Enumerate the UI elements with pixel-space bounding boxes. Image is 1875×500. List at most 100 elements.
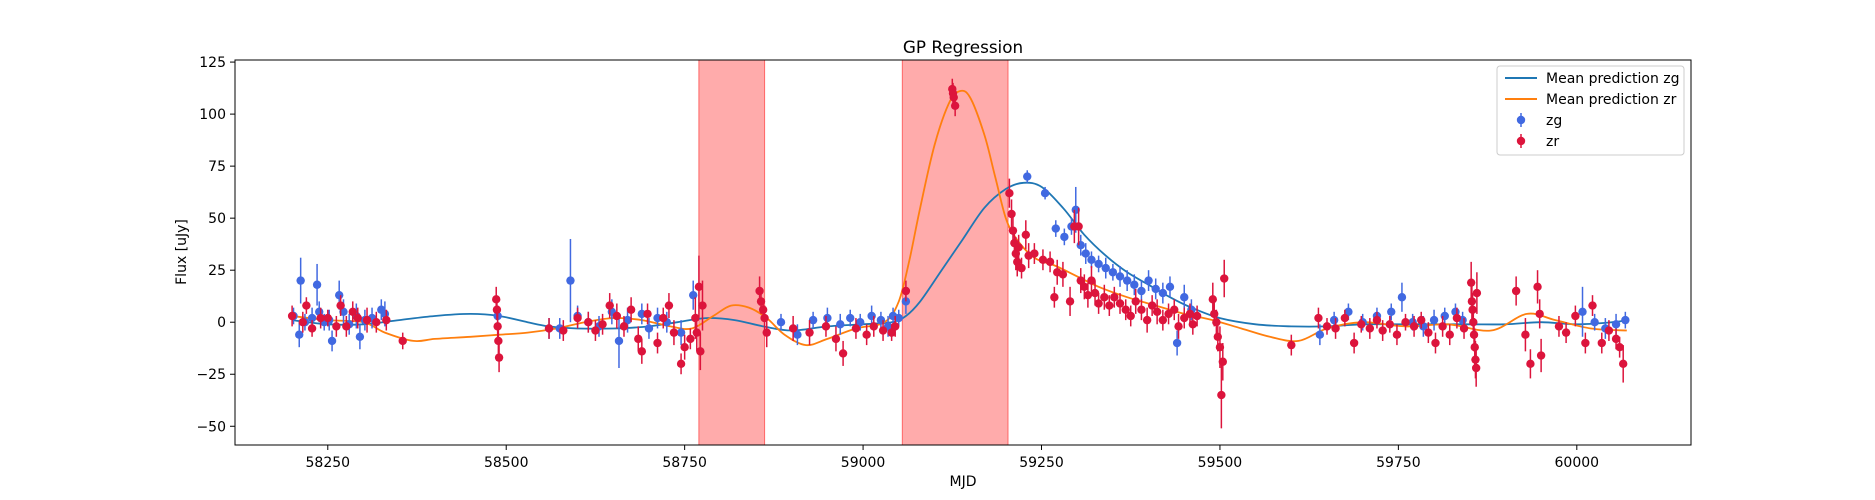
y-tick-label: 50 bbox=[208, 211, 226, 227]
data-point-zr bbox=[1215, 342, 1225, 352]
data-point-zr bbox=[831, 334, 841, 344]
data-point-zr bbox=[1210, 309, 1219, 319]
data-point-zr bbox=[950, 101, 960, 110]
data-point-zr bbox=[1409, 322, 1419, 331]
legend-swatch-zr-marker bbox=[1516, 136, 1526, 146]
y-tick-label: −25 bbox=[196, 367, 226, 383]
data-point-zg bbox=[689, 290, 698, 300]
data-point-zr bbox=[862, 330, 871, 339]
data-point-zg bbox=[1115, 272, 1125, 281]
data-point-zr bbox=[307, 324, 317, 333]
data-point-zg bbox=[327, 336, 337, 346]
data-point-zr bbox=[494, 353, 504, 362]
data-point-zr bbox=[1466, 278, 1476, 287]
data-point-zr bbox=[1581, 338, 1590, 348]
data-point-zr bbox=[1588, 301, 1597, 310]
data-point-zr bbox=[1431, 338, 1440, 348]
data-point-zr bbox=[605, 301, 614, 310]
data-point-zg bbox=[676, 328, 686, 337]
data-point-zg bbox=[1108, 268, 1118, 277]
data-point-zr bbox=[544, 324, 554, 333]
data-point-zr bbox=[612, 311, 622, 321]
data-point-zr bbox=[1050, 293, 1059, 302]
data-point-zg bbox=[1076, 241, 1085, 250]
data-point-zr bbox=[1314, 313, 1323, 323]
data-point-zg bbox=[894, 313, 903, 323]
data-point-zr bbox=[1147, 301, 1157, 310]
data-point-zr bbox=[1030, 249, 1039, 258]
data-point-zr bbox=[760, 313, 769, 323]
data-point-zr bbox=[821, 322, 831, 331]
data-point-zr bbox=[494, 336, 503, 346]
data-point-zr bbox=[1417, 315, 1426, 325]
x-tick-label: 59250 bbox=[1019, 455, 1064, 471]
data-point-zg bbox=[1440, 311, 1449, 321]
data-point-zr bbox=[1188, 320, 1198, 329]
data-point-zr bbox=[1185, 309, 1195, 319]
data-point-zg bbox=[312, 280, 322, 289]
data-point-zr bbox=[901, 286, 911, 296]
data-point-zr bbox=[755, 286, 764, 296]
data-point-zg bbox=[1329, 315, 1339, 325]
y-axis-label: Flux [uJy] bbox=[174, 219, 190, 285]
data-point-zr bbox=[1038, 255, 1048, 264]
data-point-zr bbox=[1021, 230, 1031, 240]
data-point-zr bbox=[756, 297, 766, 306]
data-point-zr bbox=[1115, 299, 1125, 308]
data-point-zr bbox=[1170, 305, 1179, 314]
data-point-zr bbox=[1105, 301, 1114, 310]
shaded-region-2 bbox=[901, 59, 1009, 446]
data-point-zg bbox=[1344, 307, 1353, 317]
y-axis-ticks: −50 −25 0 25 50 75 100 125 bbox=[196, 55, 235, 435]
data-point-zg bbox=[1087, 255, 1096, 264]
data-point-zg bbox=[614, 336, 624, 346]
data-point-zr bbox=[302, 301, 311, 310]
data-point-zg bbox=[355, 332, 365, 341]
data-point-zr bbox=[342, 322, 351, 331]
data-point-zr bbox=[1218, 357, 1227, 366]
data-point-zr bbox=[1110, 293, 1119, 302]
data-point-zr bbox=[1212, 318, 1221, 327]
data-point-zr bbox=[573, 313, 582, 323]
data-point-zr bbox=[1007, 209, 1016, 219]
data-point-zr bbox=[1322, 322, 1332, 331]
data-point-zr bbox=[1083, 290, 1093, 300]
data-point-zr bbox=[851, 324, 861, 333]
data-point-zr bbox=[634, 334, 643, 344]
data-point-zr bbox=[362, 315, 372, 325]
data-point-zr bbox=[1521, 330, 1530, 339]
data-point-zg bbox=[1151, 284, 1160, 294]
data-point-zg bbox=[295, 330, 304, 339]
data-point-zr bbox=[316, 313, 325, 323]
data-point-zr bbox=[1401, 318, 1410, 327]
legend: Mean prediction zg Mean prediction zr zg zr bbox=[1496, 65, 1685, 156]
data-point-zr bbox=[1017, 263, 1026, 273]
data-point-zr bbox=[762, 328, 771, 337]
data-point-zr bbox=[287, 311, 297, 321]
data-point-zr bbox=[1217, 390, 1226, 400]
data-point-zr bbox=[559, 326, 568, 335]
data-point-zg bbox=[566, 276, 575, 285]
data-point-zg bbox=[867, 311, 876, 321]
data-point-zg bbox=[793, 330, 802, 339]
y-tick-label: 75 bbox=[208, 159, 226, 175]
data-point-zr bbox=[626, 305, 636, 314]
data-point-zg bbox=[1172, 338, 1182, 348]
data-point-zr bbox=[1365, 324, 1375, 333]
data-point-zg bbox=[836, 320, 845, 329]
y-tick-label: 100 bbox=[199, 107, 226, 123]
data-point-zr bbox=[1452, 313, 1462, 323]
data-point-zr bbox=[1287, 340, 1296, 350]
data-point-zr bbox=[1392, 330, 1402, 339]
axes-frame bbox=[234, 59, 1692, 446]
data-point-zr bbox=[1126, 311, 1135, 321]
plot-area bbox=[234, 59, 1692, 446]
data-point-zr bbox=[838, 349, 848, 358]
legend-label-mean-prediction-zg: Mean prediction zg bbox=[1546, 71, 1680, 87]
data-point-zg bbox=[1023, 172, 1032, 181]
x-tick-label: 58750 bbox=[662, 455, 707, 471]
data-point-zr bbox=[1571, 311, 1580, 321]
data-point-zr bbox=[694, 282, 704, 292]
data-point-zr bbox=[1208, 295, 1218, 304]
